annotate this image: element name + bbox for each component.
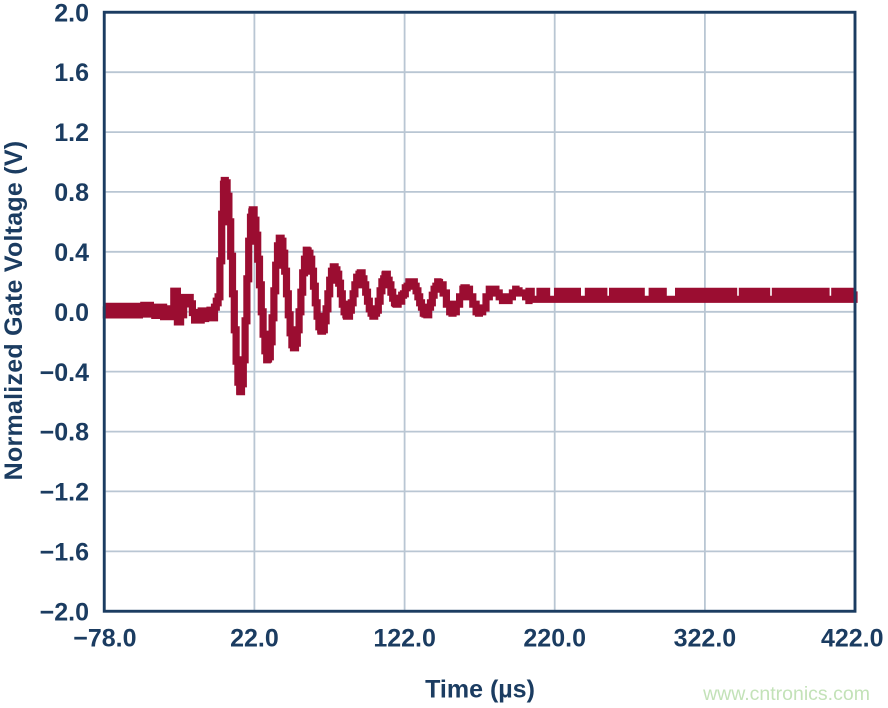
svg-text:−0.4: −0.4: [40, 359, 89, 387]
svg-text:422.0: 422.0: [821, 624, 884, 652]
svg-text:0.8: 0.8: [54, 179, 89, 207]
svg-text:www.cntronics.com: www.cntronics.com: [702, 683, 870, 705]
svg-text:0.0: 0.0: [54, 299, 89, 327]
svg-text:1.6: 1.6: [54, 59, 89, 87]
svg-text:1.2: 1.2: [54, 119, 89, 147]
svg-text:−1.6: −1.6: [40, 539, 89, 567]
svg-text:−78.0: −78.0: [73, 624, 136, 652]
svg-text:322.0: 322.0: [674, 624, 737, 652]
svg-text:22.0: 22.0: [230, 624, 279, 652]
svg-text:−2.0: −2.0: [40, 598, 89, 626]
svg-text:−1.2: −1.2: [40, 479, 89, 507]
svg-text:−0.8: −0.8: [40, 419, 89, 447]
svg-text:0.4: 0.4: [54, 239, 89, 267]
svg-text:2.0: 2.0: [54, 0, 89, 27]
svg-text:220.0: 220.0: [523, 624, 586, 652]
svg-text:Normalized Gate Voltage (V): Normalized Gate Voltage (V): [0, 141, 28, 481]
svg-text:122.0: 122.0: [373, 624, 436, 652]
svg-text:Time (µs): Time (µs): [425, 676, 535, 704]
